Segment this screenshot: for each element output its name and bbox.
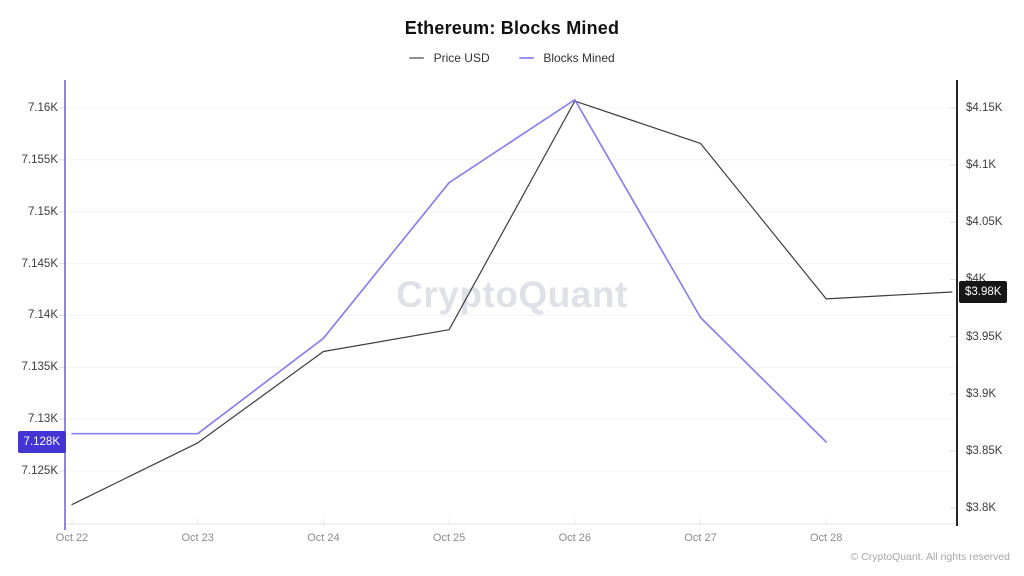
left-axis-tick-label: 7.135K	[21, 361, 58, 374]
x-axis-tick-label: Oct 26	[558, 532, 591, 544]
blocks-mined-line-swatch	[518, 56, 534, 59]
right-axis-tick-label: $3.9K	[966, 387, 997, 400]
left-axis-tick-label: 7.155K	[21, 153, 58, 166]
left-axis-tick-label: 7.16K	[27, 102, 58, 114]
right-axis-tick-label: $3.85K	[966, 444, 1003, 457]
series-line-price-usd[interactable]	[71, 100, 953, 506]
x-axis-tick-label: Oct 28	[809, 532, 843, 544]
series-line-blocks-mined[interactable]	[71, 98, 828, 443]
x-axis-tick-label: Oct 22	[55, 532, 89, 544]
price-usd-latest-badge: $3.98K	[959, 281, 1008, 304]
x-axis-tick-label: Oct 24	[307, 532, 340, 544]
right-axis-tick-label: $4.15K	[966, 102, 1003, 114]
x-axis-tick-label: Oct 23	[181, 532, 214, 544]
left-axis-tick-label: 7.125K	[21, 465, 58, 478]
right-axis-tick-label: $3.8K	[966, 502, 997, 515]
x-axis-tick-label: Oct 27	[684, 532, 717, 544]
blocks-mined-latest-badge: 7.128K	[17, 430, 66, 453]
right-axis-tick-label: $4.05K	[966, 216, 1003, 229]
legend-item-price-usd[interactable]: Price USD	[409, 50, 490, 65]
copyright-notice: © CryptoQuant. All rights reserved	[850, 551, 1010, 563]
right-axis-tick-label: $4.1K	[966, 159, 997, 172]
legend-label: Blocks Mined	[543, 50, 615, 65]
chart-legend: Price USD Blocks Mined	[0, 50, 1024, 65]
left-axis-tick-label: 7.13K	[27, 413, 58, 426]
chart-title: Ethereum: Blocks Mined	[404, 18, 620, 38]
left-axis-tick-label: 7.15K	[27, 205, 58, 218]
right-axis-tick-label: $3.95K	[966, 330, 1003, 343]
legend-item-blocks-mined[interactable]: Blocks Mined	[518, 50, 615, 65]
cryptoquant-watermark: CryptoQuant	[396, 274, 628, 315]
left-axis-tick-label: 7.14K	[27, 309, 58, 322]
price-usd-line-swatch	[409, 56, 425, 59]
legend-label: Price USD	[433, 50, 490, 65]
left-axis-tick-label: 7.145K	[21, 257, 58, 270]
x-axis-tick-label: Oct 25	[432, 532, 466, 544]
